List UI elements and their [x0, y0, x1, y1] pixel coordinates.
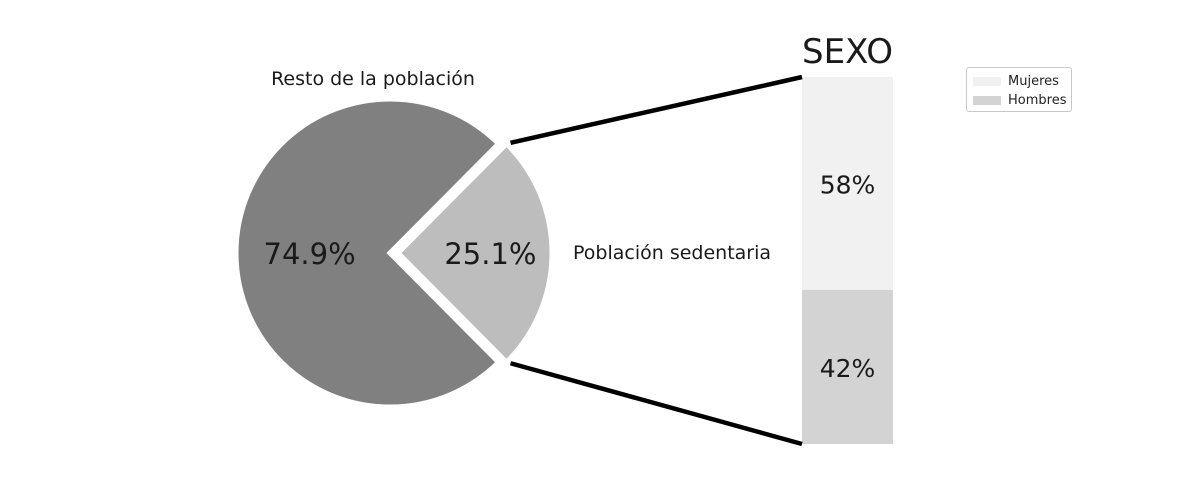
- pie-value-label-poblacion-sedentaria: 25.1%: [444, 237, 536, 271]
- bar-title: SEXO: [802, 32, 893, 72]
- legend-item-hombres: Hombres: [973, 92, 1066, 108]
- pie-slice-resto-de-la-poblacion: [233, 96, 503, 410]
- legend-label-hombres: Hombres: [1008, 92, 1067, 108]
- pie-value-label-resto-de-la-poblacion: 74.9%: [264, 237, 356, 271]
- bar-value-label-mujeres: 58%: [820, 170, 876, 199]
- pie-category-label-resto: Resto de la población: [271, 68, 475, 90]
- legend-item-mujeres: Mujeres: [973, 73, 1059, 89]
- legend-swatch-mujeres: [973, 76, 1001, 86]
- legend-swatch-hombres: [973, 95, 1001, 105]
- connector-line-top: [510, 74, 803, 145]
- legend: Mujeres Hombres: [966, 67, 1072, 112]
- pie-slice-poblacion-sedentaria: [394, 140, 555, 366]
- legend-label-mujeres: Mujeres: [1008, 73, 1059, 89]
- bar-segment-mujeres: [802, 77, 893, 290]
- connector-line-bottom: [509, 361, 803, 447]
- bar-value-label-hombres: 42%: [820, 354, 876, 383]
- bar-segment-hombres: [802, 289, 893, 444]
- pie-category-label-sedentaria: Población sedentaria: [573, 242, 771, 264]
